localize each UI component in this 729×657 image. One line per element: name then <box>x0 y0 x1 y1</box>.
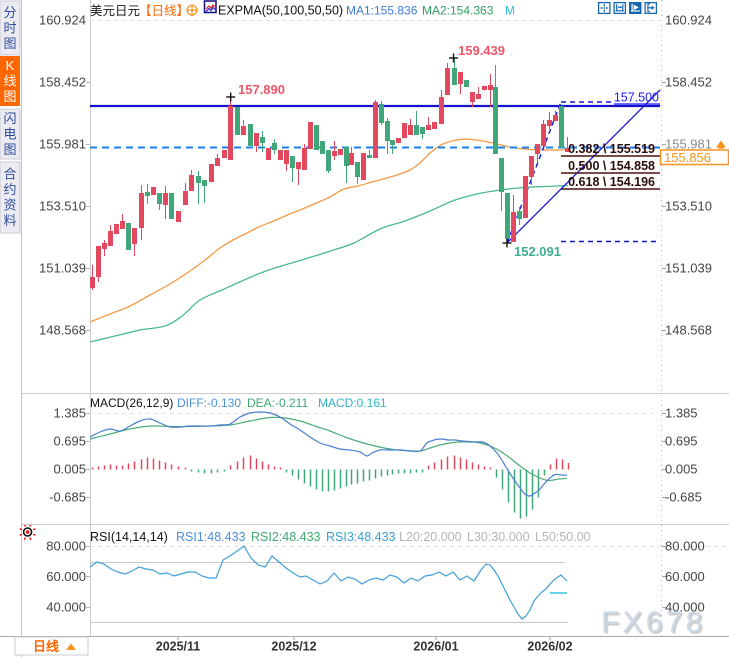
svg-text:151.039: 151.039 <box>665 261 712 276</box>
svg-text:RSI1:48.433: RSI1:48.433 <box>176 530 246 544</box>
svg-text:2025/11: 2025/11 <box>156 640 201 654</box>
svg-text:148.568: 148.568 <box>39 323 86 338</box>
svg-text:-0.685: -0.685 <box>49 490 86 505</box>
svg-text:约: 约 <box>3 182 16 197</box>
svg-text:2025/12: 2025/12 <box>271 640 316 654</box>
svg-text:日线: 日线 <box>33 639 59 654</box>
svg-text:-0.685: -0.685 <box>665 490 702 505</box>
svg-text:1.385: 1.385 <box>53 406 86 421</box>
svg-text:160.924: 160.924 <box>39 13 86 28</box>
svg-text:图: 图 <box>3 36 16 51</box>
svg-text:157.500: 157.500 <box>614 91 659 105</box>
svg-text:电: 电 <box>3 126 16 141</box>
svg-text:0.695: 0.695 <box>665 434 698 449</box>
svg-text:155.856: 155.856 <box>664 150 711 165</box>
svg-text:153.510: 153.510 <box>665 199 712 214</box>
svg-text:0.695: 0.695 <box>53 434 86 449</box>
svg-text:MACD(26,12,9): MACD(26,12,9) <box>90 396 173 410</box>
svg-text:151.039: 151.039 <box>39 261 86 276</box>
svg-text:分: 分 <box>3 5 16 20</box>
svg-text:0.382 \ 155.519: 0.382 \ 155.519 <box>568 142 655 156</box>
svg-text:FX678: FX678 <box>601 606 705 639</box>
svg-text:DIFF:-0.130: DIFF:-0.130 <box>177 396 241 410</box>
svg-text:M: M <box>505 4 515 18</box>
svg-text:1.385: 1.385 <box>665 406 698 421</box>
svg-text:RSI2:48.433: RSI2:48.433 <box>251 530 321 544</box>
svg-text:K: K <box>6 58 15 73</box>
svg-text:DEA:-0.211: DEA:-0.211 <box>247 396 308 410</box>
svg-text:L30:30.000: L30:30.000 <box>467 530 530 544</box>
svg-text:资: 资 <box>3 198 16 213</box>
svg-text:0.005: 0.005 <box>665 462 698 477</box>
svg-text:EXPMA(50,100,50,50): EXPMA(50,100,50,50) <box>218 4 343 18</box>
svg-text:L50:50.00: L50:50.00 <box>535 530 591 544</box>
svg-text:时: 时 <box>3 20 16 35</box>
svg-text:148.568: 148.568 <box>665 323 712 338</box>
svg-text:【日线】: 【日线】 <box>139 4 189 18</box>
svg-text:40.000: 40.000 <box>665 600 705 615</box>
svg-text:线: 线 <box>3 73 16 88</box>
svg-text:157.890: 157.890 <box>238 82 285 97</box>
svg-text:0.618 \ 154.196: 0.618 \ 154.196 <box>568 175 655 189</box>
svg-text:153.510: 153.510 <box>39 199 86 214</box>
svg-text:159.439: 159.439 <box>458 43 505 58</box>
svg-text:155.981: 155.981 <box>665 137 712 152</box>
svg-text:RSI(14,14,14): RSI(14,14,14) <box>90 530 168 544</box>
svg-text:158.452: 158.452 <box>39 75 86 90</box>
svg-text:80.000: 80.000 <box>665 539 705 554</box>
svg-text:40.000: 40.000 <box>46 600 86 615</box>
svg-text:60.000: 60.000 <box>665 569 705 584</box>
svg-text:RSI3:48.433: RSI3:48.433 <box>326 530 396 544</box>
svg-text:0.500 \ 154.858: 0.500 \ 154.858 <box>568 159 655 173</box>
svg-text:图: 图 <box>3 89 16 104</box>
svg-text:2026/01: 2026/01 <box>413 640 458 654</box>
svg-text:美元日元: 美元日元 <box>90 4 140 18</box>
svg-text:L20:20.000: L20:20.000 <box>399 530 462 544</box>
svg-text:160.924: 160.924 <box>665 13 712 28</box>
svg-text:合: 合 <box>3 167 16 182</box>
svg-text:0.005: 0.005 <box>53 462 86 477</box>
svg-text:MA1:155.836: MA1:155.836 <box>346 4 418 18</box>
svg-text:155.981: 155.981 <box>39 137 86 152</box>
svg-text:158.452: 158.452 <box>665 75 712 90</box>
svg-text:MA2:154.363: MA2:154.363 <box>422 4 494 18</box>
svg-text:2026/02: 2026/02 <box>527 640 572 654</box>
svg-text:MACD:0.161: MACD:0.161 <box>318 396 387 410</box>
svg-text:152.091: 152.091 <box>514 244 561 259</box>
svg-text:闪: 闪 <box>3 111 16 126</box>
svg-text:料: 料 <box>3 213 16 228</box>
svg-text:80.000: 80.000 <box>46 539 86 554</box>
svg-text:图: 图 <box>3 142 16 157</box>
svg-text:60.000: 60.000 <box>46 569 86 584</box>
